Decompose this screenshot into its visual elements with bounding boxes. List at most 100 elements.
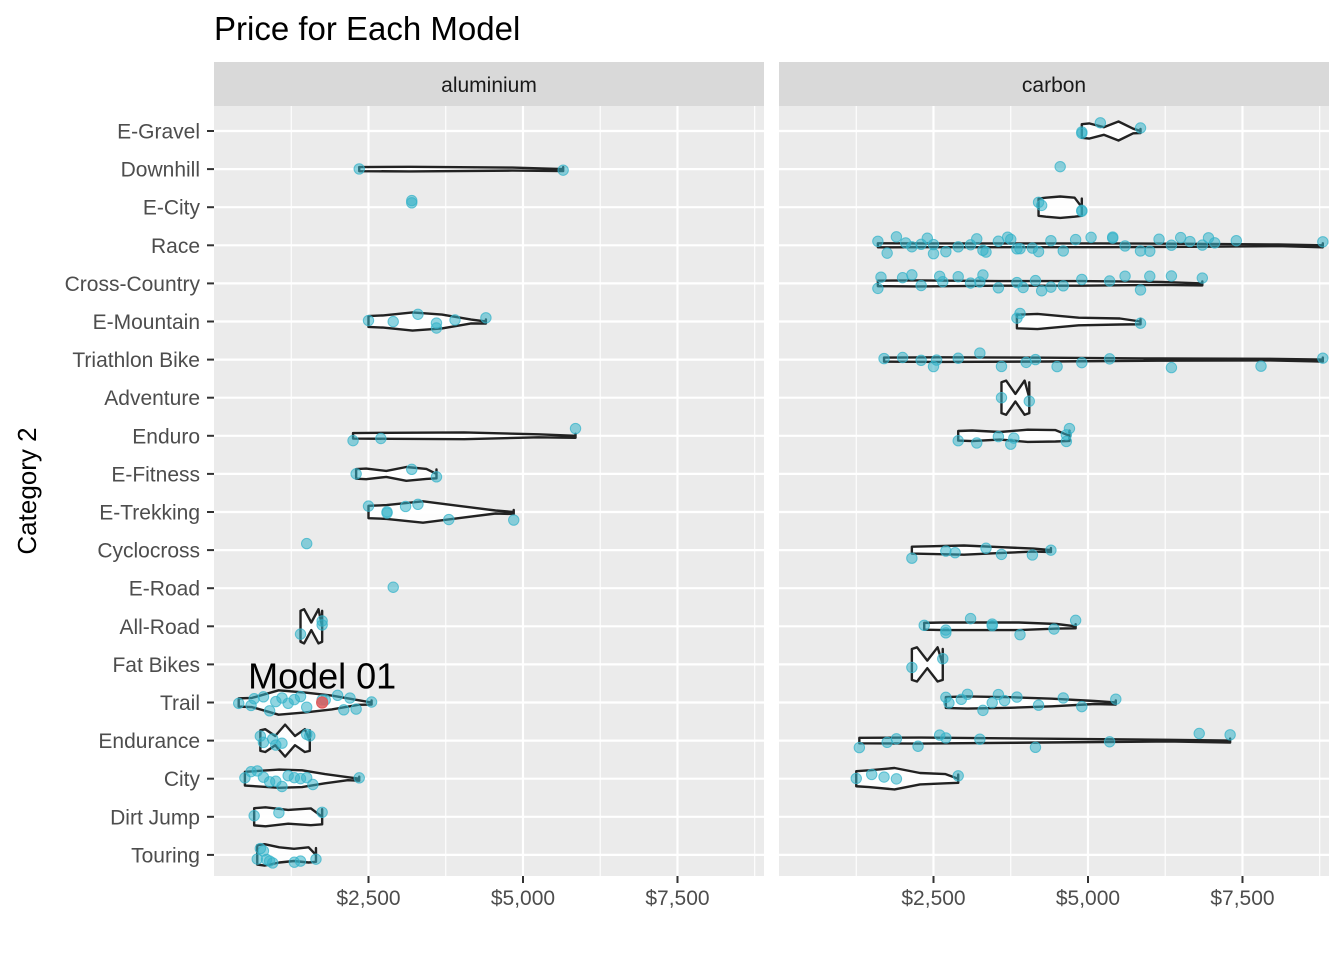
price-point: [992, 282, 1005, 294]
annotation-label: Model 01: [248, 656, 396, 697]
y-tick-label: Downhill: [121, 159, 200, 182]
price-point: [998, 694, 1011, 707]
price-point: [971, 233, 983, 245]
y-tick-label: Fat Bikes: [112, 654, 200, 677]
price-point: [443, 513, 455, 526]
price-point: [952, 770, 964, 782]
price-point: [890, 231, 903, 243]
price-point: [1076, 205, 1088, 217]
violin-dirt-jump: [252, 806, 324, 828]
price-point: [1193, 727, 1205, 740]
price-point: [1076, 126, 1088, 138]
price-point: [294, 628, 307, 640]
violin-endurance: [858, 736, 1232, 745]
violin-downhill: [358, 165, 565, 173]
price-point: [362, 500, 375, 512]
price-point: [1110, 693, 1122, 705]
price-point: [387, 315, 399, 328]
price-point: [992, 430, 1005, 443]
price-point: [1165, 239, 1178, 251]
y-tick-label: Enduro: [132, 425, 200, 448]
y-tick-label: Touring: [131, 844, 200, 867]
price-point: [872, 235, 884, 248]
price-point: [1153, 233, 1165, 245]
y-tick-label: Cross-Country: [65, 273, 201, 296]
price-point: [1103, 275, 1116, 287]
price-point: [344, 692, 356, 704]
y-tick-label: E-Mountain: [93, 311, 200, 334]
facet-strip: [779, 62, 1329, 106]
price-point: [1107, 231, 1119, 243]
price-point: [1011, 691, 1023, 703]
price-point: [896, 351, 909, 364]
price-point: [878, 771, 890, 783]
price-point: [304, 730, 316, 742]
price-point: [347, 434, 359, 447]
price-point: [316, 806, 328, 818]
price-point: [1134, 317, 1147, 329]
y-tick-label: E-City: [143, 197, 201, 220]
price-point: [1134, 122, 1147, 134]
price-point: [267, 857, 279, 869]
price-point: [1208, 237, 1221, 249]
price-point: [331, 689, 344, 701]
y-tick-label: Race: [151, 235, 200, 258]
price-point: [1165, 361, 1178, 374]
price-point: [952, 352, 964, 364]
price-point: [890, 773, 903, 785]
price-point: [1014, 629, 1026, 641]
price-point: [977, 704, 989, 717]
price-point: [1032, 245, 1045, 258]
price-point: [878, 352, 890, 365]
price-point: [430, 471, 443, 483]
price-point: [1165, 270, 1178, 282]
price-point: [1029, 741, 1042, 754]
price-point: [943, 697, 955, 709]
price-point: [381, 506, 393, 518]
price-point: [1045, 544, 1057, 556]
price-point: [412, 498, 424, 510]
y-tick-label: Dirt Jump: [110, 806, 200, 829]
price-point: [974, 347, 986, 359]
price-point: [1076, 356, 1088, 369]
price-point: [1317, 236, 1329, 248]
chart-title: Price for Each Model: [214, 10, 520, 47]
price-point: [937, 276, 949, 288]
price-point: [937, 653, 949, 665]
price-point: [980, 246, 992, 258]
facet-strip: [214, 62, 764, 106]
price-point: [399, 500, 412, 513]
price-point: [995, 391, 1008, 404]
y-tick-label: E-Trekking: [99, 502, 200, 525]
price-point: [986, 620, 998, 632]
price-point: [375, 432, 387, 445]
price-point: [480, 312, 492, 324]
price-point: [1144, 270, 1156, 282]
y-tick-label: E-Road: [129, 578, 200, 601]
price-point: [940, 732, 952, 744]
panel-background: [779, 106, 1329, 876]
price-point: [449, 314, 461, 326]
price-point: [992, 235, 1005, 247]
violin-e-fitness: [354, 465, 438, 482]
price-point: [980, 542, 992, 554]
x-tick-label: $7,500: [645, 887, 709, 910]
price-point: [508, 514, 520, 526]
price-point: [995, 548, 1008, 561]
price-point: [1035, 199, 1048, 212]
price-point: [952, 270, 964, 283]
price-point: [986, 697, 998, 709]
price-point: [853, 741, 866, 754]
y-axis-label: Category 2: [12, 427, 42, 554]
price-point: [865, 768, 878, 781]
price-point: [1014, 307, 1026, 320]
price-point: [1119, 270, 1131, 282]
price-point: [406, 463, 418, 476]
y-tick-label: E-Gravel: [117, 121, 200, 144]
x-tick-label: $5,000: [491, 887, 555, 910]
price-point: [257, 691, 270, 703]
price-point: [974, 733, 986, 745]
price-point: [1103, 736, 1116, 748]
price-point: [1057, 280, 1069, 292]
price-point: [881, 247, 893, 259]
